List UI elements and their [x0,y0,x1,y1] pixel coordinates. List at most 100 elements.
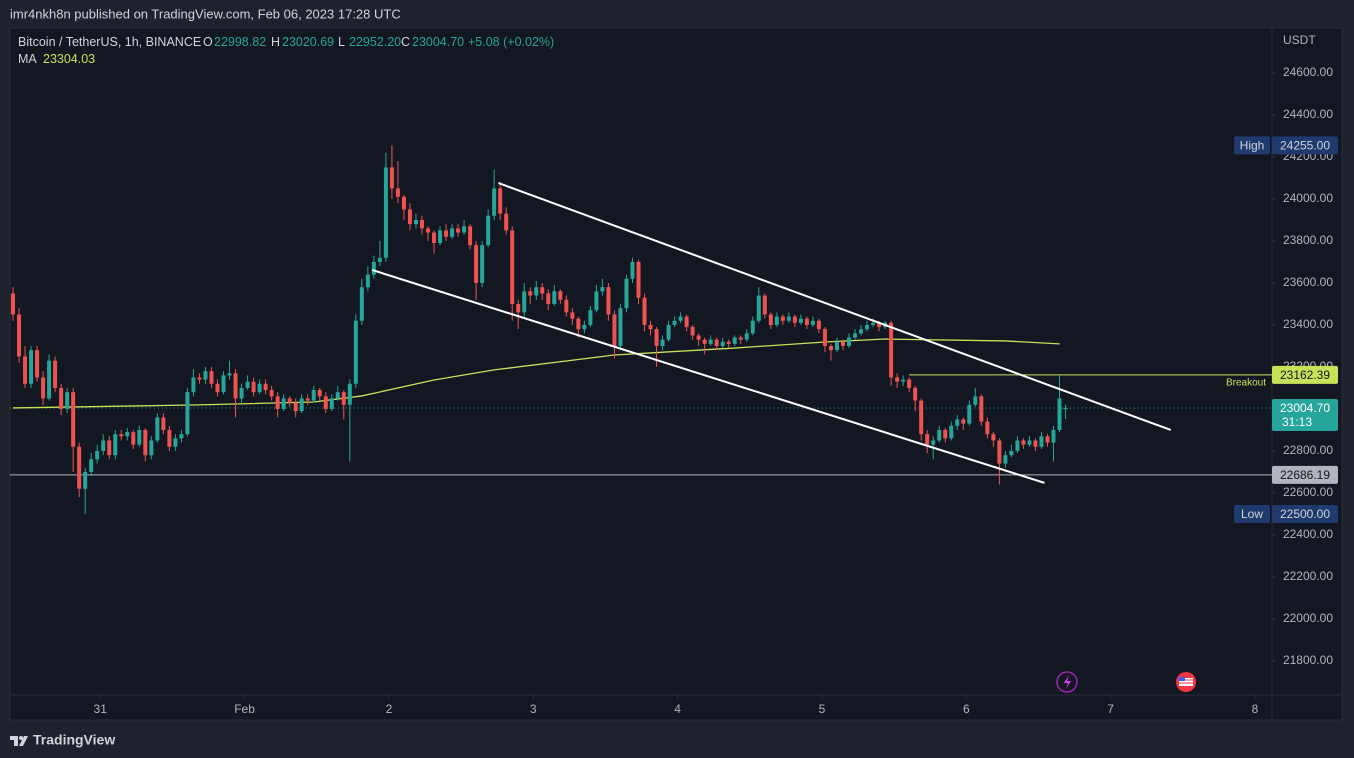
candle-body [299,398,304,412]
economic-event-icon[interactable] [1176,672,1196,692]
candle-body [714,339,719,346]
y-tick-label: 22800.00 [1283,443,1333,457]
candle-body [389,167,394,189]
candle-body [161,417,166,430]
high-price-box [1272,136,1338,155]
candle-body [828,345,833,351]
candle-body [413,219,418,225]
candle-body [1015,440,1020,451]
candle-body [233,373,238,399]
candle-body [1045,436,1050,443]
candle-body [678,316,683,321]
candle-body [756,295,761,321]
chart-frame [9,27,1343,721]
candle-body [41,377,46,399]
candle-body [696,335,701,340]
low-price-label: 22500.00 [1280,507,1330,521]
candle-body [877,322,882,328]
candle-body [510,230,515,304]
candle-body [859,329,864,334]
candle-body [492,188,497,216]
candle-body [77,446,82,489]
candle-body [889,322,894,378]
candle-body [197,377,202,380]
legend-o-label: O [203,35,213,49]
candle-body [209,371,214,384]
candle-body [480,245,485,283]
candle-body [11,293,16,315]
currency-label: USDT [1283,33,1316,47]
candle-body [865,324,870,330]
candle-body [672,320,677,325]
x-tick-label: 6 [963,702,970,716]
candle-body [305,398,310,401]
candle-body [847,337,852,346]
candle-body [642,297,647,325]
candle-body [456,228,461,233]
y-tick-label: 22200.00 [1283,569,1333,583]
candle-body [840,341,845,346]
candle-body [901,379,906,382]
low-marker-label: Low [1241,507,1263,521]
y-tick-label: 24000.00 [1283,191,1333,205]
candle-body [191,377,196,393]
y-tick-label: 22000.00 [1283,611,1333,625]
legend-c-value: 23004.70 [412,35,464,49]
candle-body [600,287,605,292]
candle-body [498,188,503,214]
candle-body [816,320,821,330]
event-icon[interactable] [1056,671,1078,693]
y-tick-label: 22400.00 [1283,527,1333,541]
low-marker-box [1234,504,1270,523]
candle-body [1021,440,1026,445]
candle-body [708,339,713,344]
brand-logo [10,736,28,746]
candle-body [432,232,437,244]
candle-body [1027,440,1032,445]
legend-l-label: L [338,35,345,49]
candle-body [570,312,575,319]
candle-body [371,261,376,275]
candle-body [552,291,557,304]
candle-body [323,396,328,409]
candle-body [895,377,900,382]
candle-body [407,209,412,225]
legend-l-value: 22952.20 [349,35,401,49]
candle-body [606,287,611,315]
candle-body [65,392,70,409]
candle-body [997,440,1002,464]
x-tick-label: Feb [234,702,255,716]
candle-body [937,429,942,441]
x-tick-label: 8 [1252,702,1259,716]
candle-body [546,293,551,304]
candle-body [1039,436,1044,447]
level-price-label: 22686.19 [1280,468,1330,482]
candle-body [762,295,767,315]
candle-body [582,324,587,330]
candle-body [269,390,274,397]
candle-body [353,320,358,384]
candle-body [630,261,635,279]
candle-body [967,404,972,424]
y-tick-label: 22600.00 [1283,485,1333,499]
candle-body [612,314,617,346]
high-price-label: 24255.00 [1280,139,1330,153]
candle-body [173,438,178,447]
candle-body [925,434,930,445]
candle-body [774,316,779,325]
candle-body [143,429,148,456]
candle-body [750,320,755,334]
candle-body [618,308,623,346]
candle-body [1057,398,1062,430]
candle-body [155,417,160,441]
candle-body [227,373,232,376]
candle-body [973,396,978,405]
candle-body [504,213,509,231]
candle-body [666,324,671,340]
candle-body [576,318,581,330]
candle-body [702,339,707,344]
candle-body [89,459,94,472]
candle-body [943,429,948,439]
candle-body [125,432,130,437]
